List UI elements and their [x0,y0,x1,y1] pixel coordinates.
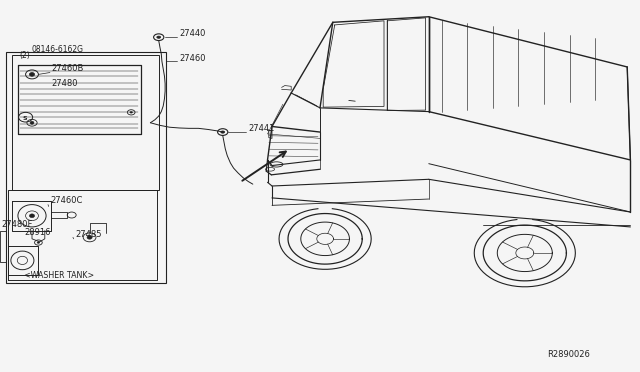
Text: 28916: 28916 [24,228,51,237]
Ellipse shape [37,242,40,243]
Text: (2): (2) [19,51,30,60]
Text: 27485: 27485 [76,230,102,239]
Bar [12,55,159,190]
Text: 27480: 27480 [51,78,77,87]
Ellipse shape [221,131,225,133]
Ellipse shape [30,121,34,124]
Text: 27440: 27440 [179,29,205,38]
Text: 27460: 27460 [179,54,205,63]
Ellipse shape [29,214,35,218]
Ellipse shape [157,36,161,38]
Text: S: S [22,116,27,121]
Ellipse shape [130,112,132,113]
Text: 27460C: 27460C [50,196,83,205]
Text: R2890026: R2890026 [547,350,590,359]
Ellipse shape [87,235,92,239]
Text: 27441: 27441 [248,124,275,133]
Bar [6,52,166,283]
Ellipse shape [29,73,35,76]
Text: <WASHER TANK>: <WASHER TANK> [24,271,95,280]
Text: 27480F: 27480F [1,220,33,229]
Text: 08146-6162G: 08146-6162G [32,45,84,54]
Text: 27460B: 27460B [51,64,84,73]
